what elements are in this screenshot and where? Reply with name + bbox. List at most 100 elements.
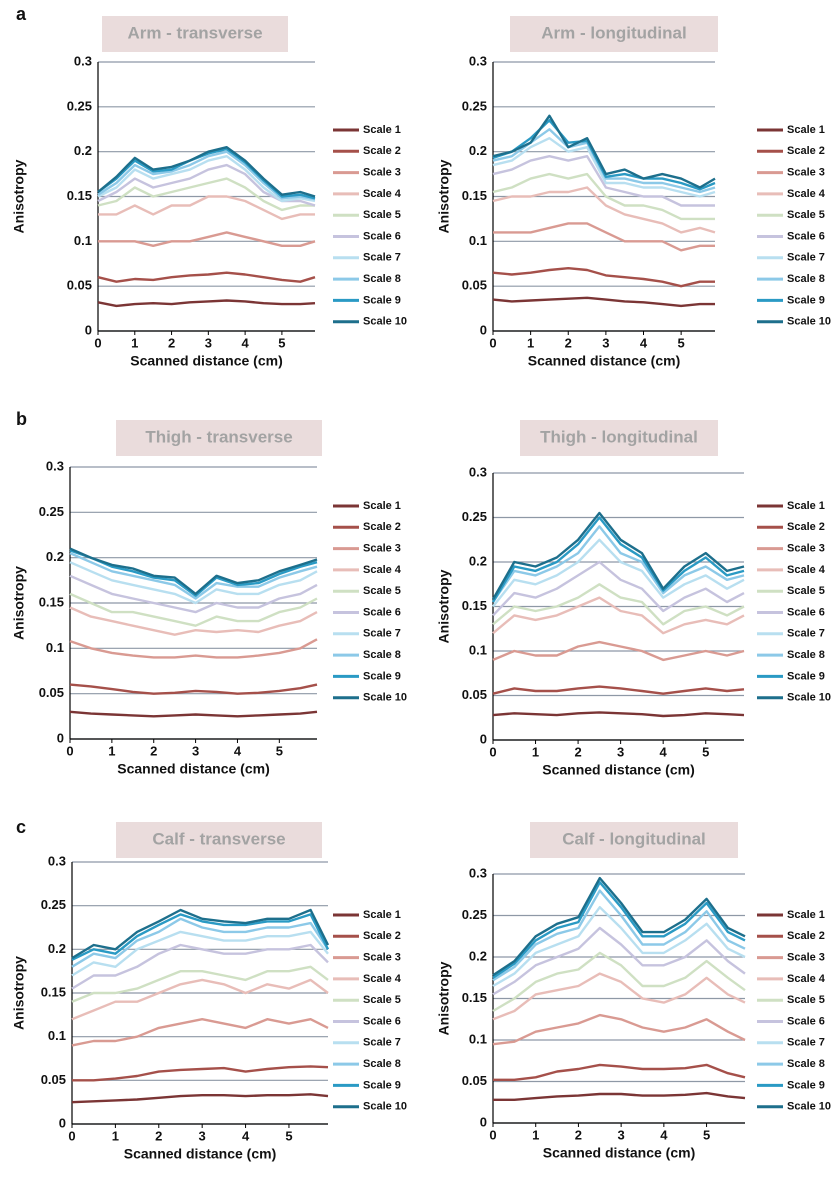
series-line	[97, 271, 316, 283]
y-tick-label: 0	[480, 1114, 487, 1129]
y-tick-label: 0.05	[462, 1073, 487, 1088]
legend-label: Scale 8	[787, 1058, 825, 1070]
legend-label: Scale 7	[787, 1037, 825, 1049]
chart: Thigh - longitudinal 0 0.05 0.1 0.15 0.2 0.25 0…	[436, 420, 831, 778]
series-line	[97, 147, 316, 200]
y-tick-label: 0.15	[39, 594, 64, 609]
x-tick-label: 4	[660, 1127, 668, 1142]
legend-label: Scale 6	[363, 230, 401, 242]
x-tick-label: 4	[640, 335, 648, 350]
x-tick-label: 0	[489, 1127, 496, 1142]
x-tick-label: 1	[131, 335, 138, 350]
x-axis-label: Scanned distance (cm)	[117, 761, 270, 777]
series-line	[492, 119, 716, 191]
series-line	[492, 583, 745, 626]
legend-label: Scale 1	[787, 500, 825, 512]
series-line	[97, 150, 316, 201]
series-line	[71, 913, 330, 961]
series-line	[71, 917, 329, 968]
y-tick-label: 0.05	[67, 278, 92, 293]
y-tick-label: 0.25	[67, 98, 92, 113]
series-line	[69, 592, 318, 627]
x-axis-label: Scanned distance (cm)	[528, 353, 681, 369]
series-line	[492, 1013, 746, 1046]
legend-label: Scale 3	[363, 952, 401, 964]
legend-label: Scale 1	[363, 500, 401, 512]
y-tick-label: 0.3	[469, 53, 487, 68]
series-line	[69, 551, 318, 600]
legend-label: Scale 9	[787, 670, 825, 682]
legend-label: Scale 1	[363, 909, 401, 921]
x-tick-label: 2	[574, 744, 581, 759]
series-line	[69, 606, 318, 636]
chart-title: Thigh - longitudinal	[540, 427, 698, 446]
series-line	[492, 876, 746, 977]
series-line	[492, 640, 745, 662]
x-tick-label: 5	[285, 1128, 292, 1143]
series-line	[98, 231, 316, 247]
series-line	[71, 965, 329, 1003]
y-tick-label: 0.2	[74, 143, 92, 158]
x-tick-label: 0	[66, 743, 73, 758]
legend-label: Scale 3	[363, 543, 401, 555]
y-axis-label: Anisotropy	[11, 159, 27, 233]
y-tick-label: 0.15	[67, 188, 92, 203]
legend-label: Scale 2	[787, 521, 825, 533]
y-tick-label: 0.25	[462, 907, 487, 922]
series-line	[71, 908, 330, 960]
x-tick-label: 2	[575, 1127, 582, 1142]
series-line	[492, 889, 746, 982]
series-line	[98, 195, 315, 221]
series-line	[492, 972, 746, 1021]
legend-label: Scale 8	[787, 273, 825, 285]
x-tick-label: 1	[532, 744, 539, 759]
x-tick-label: 1	[532, 1127, 539, 1142]
y-axis-label: Anisotropy	[436, 569, 452, 643]
x-tick-label: 2	[565, 335, 572, 350]
y-tick-label: 0.05	[39, 685, 64, 700]
series-line	[492, 296, 715, 308]
legend-label: Scale 8	[363, 1058, 401, 1070]
legend-label: Scale 3	[363, 167, 401, 179]
legend-label: Scale 7	[363, 1037, 401, 1049]
x-axis-label: Scanned distance (cm)	[124, 1146, 277, 1162]
legend-label: Scale 4	[787, 564, 826, 576]
y-tick-label: 0.1	[469, 1031, 487, 1046]
legend-label: Scale 6	[787, 606, 825, 618]
x-tick-label: 1	[108, 743, 115, 758]
legend-label: Scale 4	[363, 188, 402, 200]
legend-label: Scale 4	[363, 973, 402, 985]
title-box	[530, 822, 738, 858]
series-line	[69, 638, 318, 659]
legend-label: Scale 9	[787, 294, 825, 306]
legend-label: Scale 10	[787, 1101, 831, 1113]
y-tick-label: 0.3	[46, 458, 64, 473]
legend-label: Scale 1	[787, 909, 825, 921]
series-line	[71, 978, 329, 1021]
y-tick-label: 0.2	[48, 941, 66, 956]
y-tick-label: 0.2	[469, 553, 487, 568]
chart-title: Thigh - transverse	[145, 427, 292, 446]
series-line	[492, 560, 745, 617]
series-line	[69, 683, 318, 695]
title-box	[520, 420, 718, 456]
legend-label: Scale 2	[363, 145, 401, 157]
legend-label: Scale 7	[787, 628, 825, 640]
series-line	[71, 1093, 329, 1104]
y-tick-label: 0.1	[469, 642, 487, 657]
x-tick-label: 2	[155, 1128, 162, 1143]
y-tick-label: 0.1	[469, 233, 487, 248]
legend-label: Scale 9	[363, 670, 401, 682]
series-line	[72, 1065, 329, 1082]
legend-label: Scale 3	[787, 543, 825, 555]
series-line	[71, 930, 329, 977]
series-line	[97, 146, 316, 198]
y-tick-label: 0	[85, 322, 92, 337]
x-tick-label: 0	[94, 335, 101, 350]
series-line	[492, 711, 745, 718]
series-line	[97, 155, 316, 203]
x-tick-label: 3	[617, 744, 624, 759]
x-tick-label: 5	[678, 335, 685, 350]
y-tick-label: 0.15	[41, 984, 66, 999]
x-tick-label: 3	[199, 1128, 206, 1143]
